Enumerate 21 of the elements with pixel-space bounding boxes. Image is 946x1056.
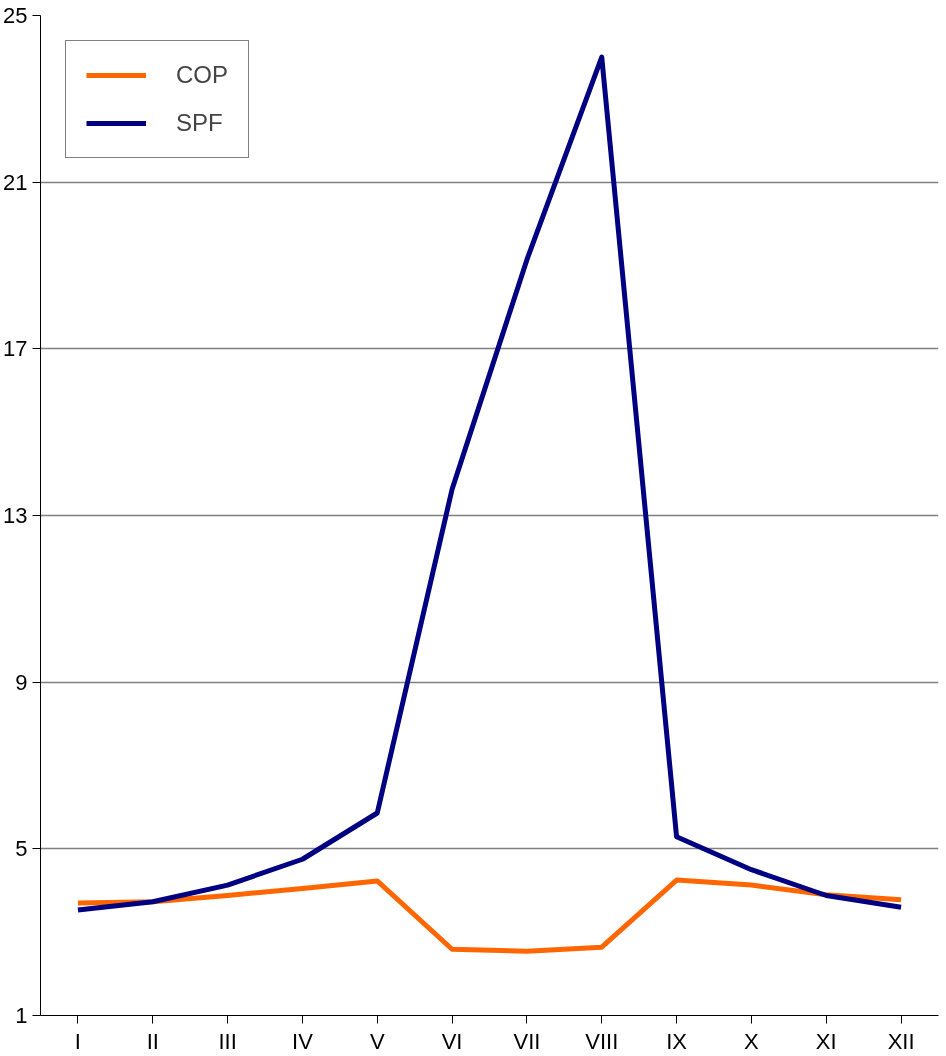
y-tick-label: 5 (15, 836, 28, 862)
x-tick-label: IX (666, 1028, 688, 1054)
x-tick-label: X (744, 1028, 760, 1054)
y-tick-label: 1 (15, 1003, 28, 1028)
x-tick-label: VIII (585, 1028, 619, 1054)
y-tick-label: 17 (3, 336, 28, 362)
x-tick-label: VII (513, 1028, 541, 1054)
x-tick-label: V (369, 1028, 385, 1054)
x-tick-label: II (146, 1028, 159, 1054)
x-tick-label: XI (815, 1028, 837, 1054)
y-tick-label: 13 (3, 503, 28, 528)
x-tick-label: III (218, 1028, 237, 1054)
legend-label: SPF (176, 109, 223, 137)
legend-label: COP (176, 61, 229, 89)
x-tick-label: IV (292, 1028, 314, 1054)
x-tick-label: XII (887, 1028, 915, 1054)
y-tick-label: 25 (3, 3, 28, 28)
x-tick-label: I (74, 1028, 81, 1054)
x-tick-label: VI (441, 1028, 463, 1054)
y-tick-label: 21 (3, 169, 28, 195)
y-tick-label: 9 (15, 669, 28, 695)
